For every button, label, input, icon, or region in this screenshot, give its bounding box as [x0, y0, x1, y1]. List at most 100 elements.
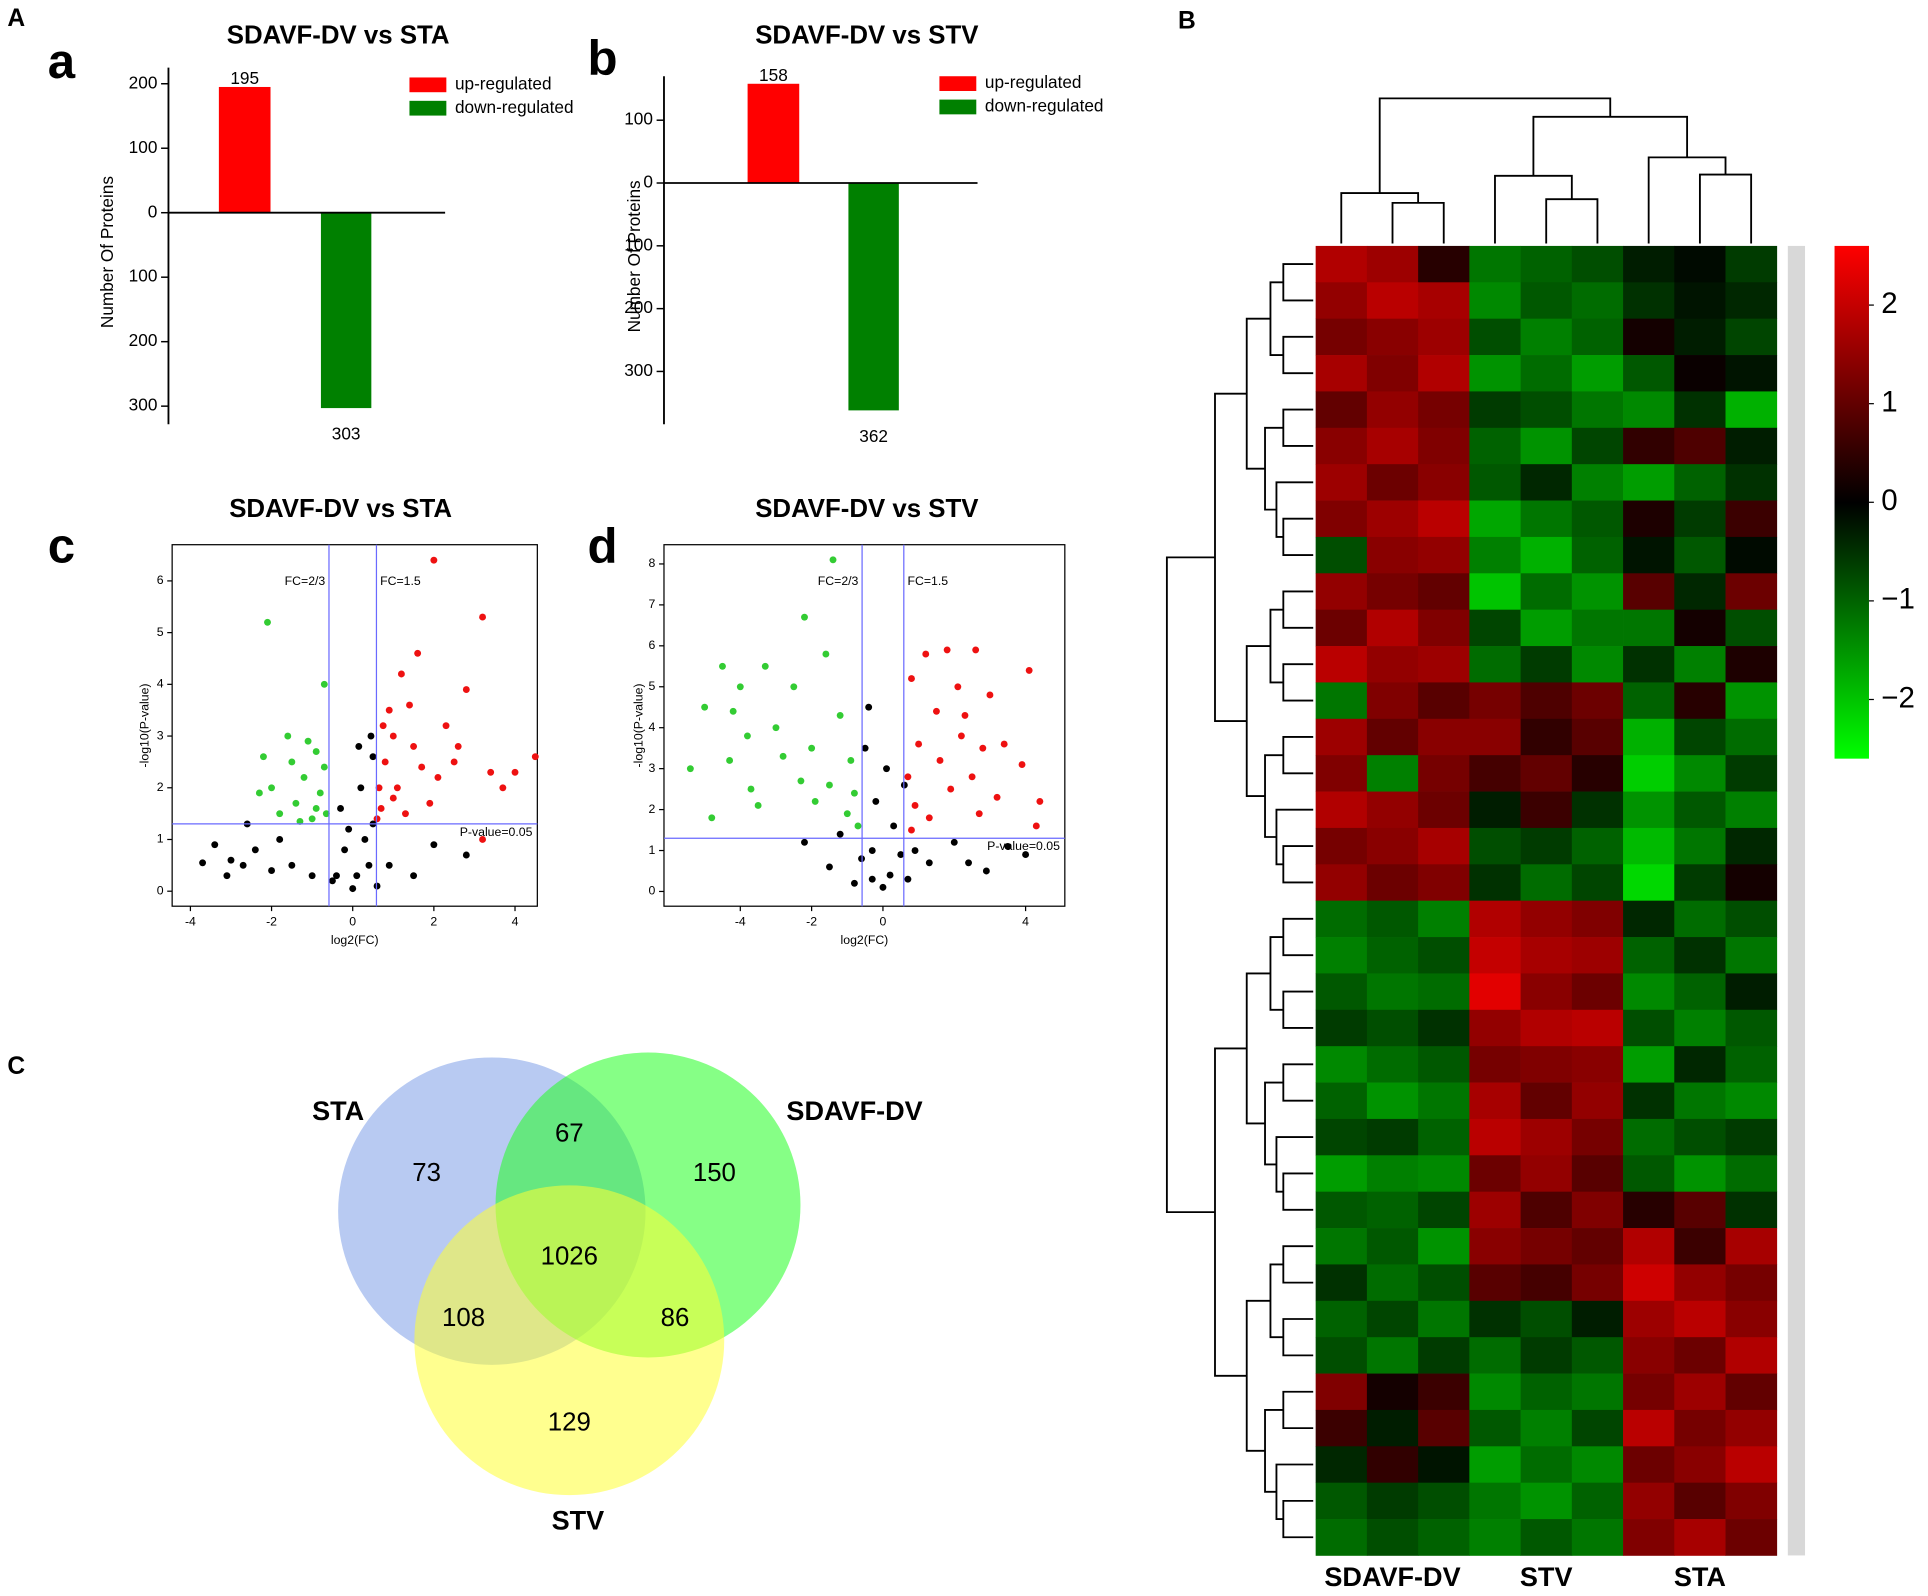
heat-cell — [1571, 1373, 1624, 1411]
point — [947, 785, 955, 793]
heat-cell — [1520, 318, 1573, 356]
point — [223, 872, 231, 880]
heat-cell — [1725, 646, 1778, 683]
heat-cell — [1366, 1228, 1419, 1265]
heat-cell — [1725, 282, 1778, 320]
heat-cell — [1469, 973, 1521, 1011]
point — [836, 711, 844, 719]
venn-set — [414, 1185, 725, 1496]
point — [264, 618, 271, 626]
point — [276, 810, 284, 818]
heat-cell — [1623, 900, 1675, 938]
heat-cell — [1623, 1482, 1675, 1520]
legend-swatch — [409, 77, 447, 93]
point — [801, 613, 808, 621]
dendrogram — [1275, 808, 1314, 866]
heat-cell — [1623, 646, 1675, 683]
heat-cell — [1418, 900, 1470, 938]
point — [908, 675, 915, 683]
chart-title: SDAVF-DV vs STV — [755, 22, 979, 50]
point — [686, 765, 694, 773]
y-tick-label: 4 — [649, 720, 656, 734]
x-tick-label: -2 — [806, 914, 817, 928]
value-label: 158 — [759, 65, 788, 85]
point — [369, 753, 377, 761]
legend-label: down-regulated — [455, 97, 574, 117]
heat-cell — [1366, 1046, 1419, 1083]
heat-cell — [1674, 755, 1726, 792]
dendrogram — [1282, 1172, 1314, 1211]
heat-cell — [1571, 1009, 1624, 1047]
heat-cell — [1315, 1046, 1368, 1083]
point — [251, 846, 259, 854]
heat-cell — [1469, 391, 1521, 429]
y-tick-label: 5 — [649, 679, 656, 693]
point — [393, 784, 401, 792]
heat-cell — [1571, 1191, 1624, 1229]
point — [790, 683, 798, 691]
heat-cell — [1469, 1118, 1521, 1156]
heat-cell — [1315, 464, 1368, 501]
dendrogram — [1378, 97, 1612, 194]
point — [950, 838, 958, 846]
dendrogram — [1282, 335, 1314, 375]
heat-cell — [1674, 1191, 1726, 1229]
heat-cell — [1469, 864, 1521, 902]
heat-cell — [1623, 1082, 1675, 1120]
point — [499, 784, 507, 792]
dendrogram — [1275, 1463, 1314, 1520]
colorbar-label: −1 — [1881, 583, 1915, 616]
point — [328, 877, 336, 885]
heat-cell — [1674, 573, 1726, 611]
heat-cell — [1520, 1446, 1573, 1484]
heat-cell — [1315, 755, 1368, 792]
heat-cell — [1520, 1300, 1573, 1338]
heat-cell — [1366, 718, 1419, 756]
heat-cell — [1315, 1191, 1368, 1229]
heat-cell — [1674, 900, 1726, 938]
legend-label: up-regulated — [985, 72, 1082, 92]
heat-cell — [1725, 1046, 1778, 1083]
heat-cell — [1674, 1519, 1726, 1556]
y-axis-label: Number Of Proteins — [624, 180, 644, 332]
point — [300, 773, 308, 781]
point — [1018, 761, 1026, 768]
point — [322, 810, 330, 818]
point — [430, 556, 438, 564]
heat-cell — [1520, 755, 1573, 792]
heat-cell — [1674, 682, 1726, 720]
heat-cell — [1571, 391, 1624, 429]
point — [968, 773, 976, 781]
heat-cell — [1366, 1519, 1419, 1556]
y-tick-label: 5 — [157, 625, 164, 639]
dendrogram — [1165, 556, 1215, 1214]
point — [922, 650, 930, 658]
point — [375, 784, 383, 792]
heat-cell — [1469, 682, 1521, 720]
heat-cell — [1623, 1264, 1675, 1302]
heat-cell — [1674, 1300, 1726, 1338]
point — [747, 785, 755, 793]
group-label: STA — [1674, 1562, 1726, 1592]
heat-cell — [1571, 1046, 1624, 1083]
point — [883, 765, 890, 773]
heat-cell — [1623, 1300, 1675, 1338]
heat-cell — [1520, 355, 1573, 392]
point — [1032, 822, 1040, 830]
point — [986, 691, 994, 699]
heat-cell — [1315, 1082, 1368, 1120]
heat-cell — [1520, 718, 1573, 756]
point — [726, 757, 734, 764]
point — [890, 822, 898, 830]
heat-cell — [1623, 827, 1675, 865]
point — [353, 872, 361, 880]
heat-cell — [1366, 1337, 1419, 1374]
heat-cell — [1520, 827, 1573, 865]
heat-cell — [1315, 682, 1368, 720]
point — [355, 742, 363, 750]
heat-cell — [1366, 646, 1419, 683]
heat-cell — [1571, 1482, 1624, 1520]
point — [847, 757, 855, 764]
heat-cell — [1674, 1409, 1726, 1447]
heat-cell — [1571, 718, 1624, 756]
